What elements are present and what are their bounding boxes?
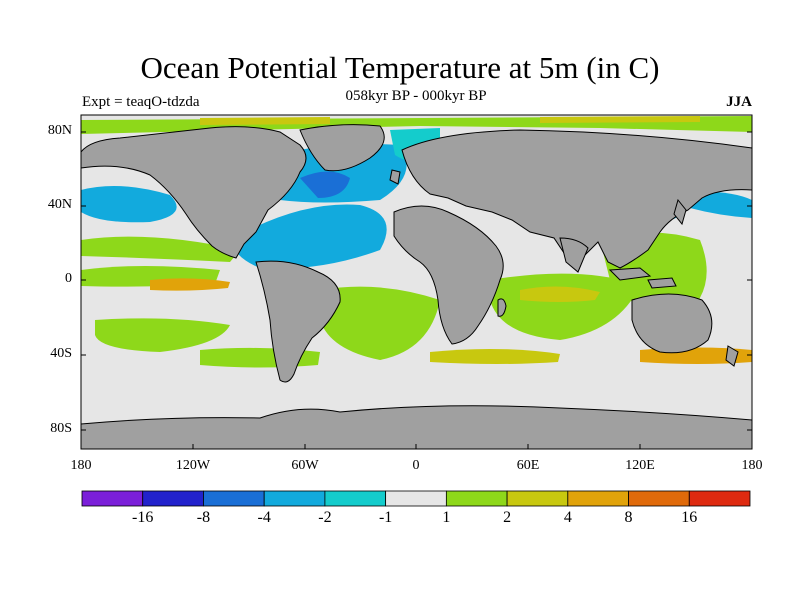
lon-tick-label: 120W bbox=[175, 458, 211, 473]
colorbar-swatch bbox=[628, 490, 690, 507]
colorbar-tick-label: -16 bbox=[132, 509, 154, 526]
colorbar-swatch bbox=[445, 490, 508, 507]
antarctica bbox=[80, 405, 753, 450]
nh-green-belt bbox=[81, 236, 240, 262]
colorbar-tick-label: 2 bbox=[503, 509, 512, 526]
eurasia bbox=[401, 129, 753, 269]
north-america bbox=[80, 126, 307, 259]
colorbar-tick-label: 8 bbox=[624, 509, 633, 526]
chart-subtitle: 058kyr BP - 000kyr BP bbox=[345, 88, 487, 104]
lat-tick-label: 80N bbox=[47, 123, 72, 138]
lon-tick-label: 120E bbox=[625, 458, 655, 473]
lat-tick-label: 0 bbox=[65, 271, 72, 286]
lon-tick-label: 60W bbox=[291, 458, 319, 473]
uk bbox=[389, 169, 401, 185]
lat-tick-label: 40N bbox=[47, 197, 72, 212]
temperature-anomaly-patches bbox=[81, 116, 752, 368]
atlantic-blue bbox=[230, 204, 387, 269]
band-arctic-yellow bbox=[200, 116, 700, 125]
colorbar-swatch bbox=[203, 490, 265, 507]
madagascar bbox=[497, 298, 507, 317]
japan bbox=[673, 198, 687, 226]
land-masses bbox=[80, 124, 753, 450]
lon-tick-label: 180 bbox=[741, 458, 763, 473]
lon-tick-label: 180 bbox=[70, 458, 92, 473]
colorbar-swatch bbox=[688, 490, 751, 507]
colorbar-tick-label: -4 bbox=[257, 509, 271, 526]
colorbar bbox=[81, 490, 751, 507]
indonesia bbox=[608, 267, 677, 289]
axis-ticks bbox=[80, 131, 753, 449]
greenland bbox=[299, 124, 385, 172]
south-america bbox=[255, 260, 341, 383]
lat-tick-label: 80S bbox=[50, 421, 72, 436]
colorbar-swatch bbox=[324, 490, 387, 507]
colorbar-swatch bbox=[385, 490, 447, 507]
africa bbox=[393, 205, 504, 345]
plot-area bbox=[80, 114, 753, 450]
colorbar-tick-label: 4 bbox=[563, 509, 572, 526]
lon-tick-label: 0 bbox=[412, 458, 420, 473]
colorbar-swatch bbox=[263, 490, 326, 507]
colorbar-tick-label: 16 bbox=[681, 509, 698, 526]
colorbar-tick-label: -2 bbox=[318, 509, 332, 526]
s-atlantic-green bbox=[320, 286, 440, 360]
australia bbox=[631, 293, 713, 354]
season-label: JJA bbox=[726, 94, 752, 110]
chart-title: Ocean Potential Temperature at 5m (in C) bbox=[140, 50, 660, 85]
new-zealand bbox=[725, 345, 739, 367]
lon-tick-label: 60E bbox=[516, 458, 540, 473]
colorbar-tick-label: -8 bbox=[196, 509, 211, 526]
s-pacific-green bbox=[95, 318, 230, 352]
colorbar-swatch bbox=[142, 490, 204, 507]
e-pacific-orange bbox=[150, 278, 230, 291]
lat-tick-label: 40S bbox=[50, 346, 72, 361]
colorbar-swatch bbox=[506, 490, 569, 507]
southern-yellow bbox=[430, 348, 560, 364]
india bbox=[559, 237, 589, 273]
labrador-dblue bbox=[300, 171, 350, 198]
n-pacific-cyan bbox=[81, 186, 177, 223]
colorbar-swatch bbox=[567, 490, 629, 507]
colorbar-tick-label: 1 bbox=[442, 509, 451, 526]
colorbar-swatch bbox=[81, 490, 144, 507]
colorbar-tick-label: -1 bbox=[378, 509, 393, 526]
w-pacific-cyan bbox=[690, 191, 752, 218]
experiment-label: Expt = teaqO-tdzda bbox=[82, 94, 200, 110]
indian-yellow bbox=[520, 286, 600, 302]
